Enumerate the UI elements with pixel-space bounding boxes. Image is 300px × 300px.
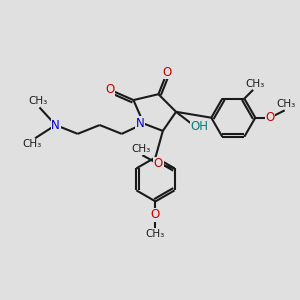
Text: O: O bbox=[163, 66, 172, 79]
Text: O: O bbox=[266, 111, 274, 124]
Text: CH₃: CH₃ bbox=[246, 79, 265, 89]
Text: OH: OH bbox=[190, 120, 208, 133]
Text: O: O bbox=[151, 208, 160, 221]
Text: O: O bbox=[105, 83, 115, 96]
Text: O: O bbox=[154, 158, 163, 170]
Text: CH₃: CH₃ bbox=[131, 144, 150, 154]
Text: CH₃: CH₃ bbox=[146, 229, 165, 239]
Text: N: N bbox=[51, 118, 60, 131]
Text: CH₃: CH₃ bbox=[22, 139, 42, 149]
Text: CH₃: CH₃ bbox=[28, 96, 48, 106]
Text: CH₃: CH₃ bbox=[277, 99, 296, 109]
Text: N: N bbox=[136, 117, 145, 130]
